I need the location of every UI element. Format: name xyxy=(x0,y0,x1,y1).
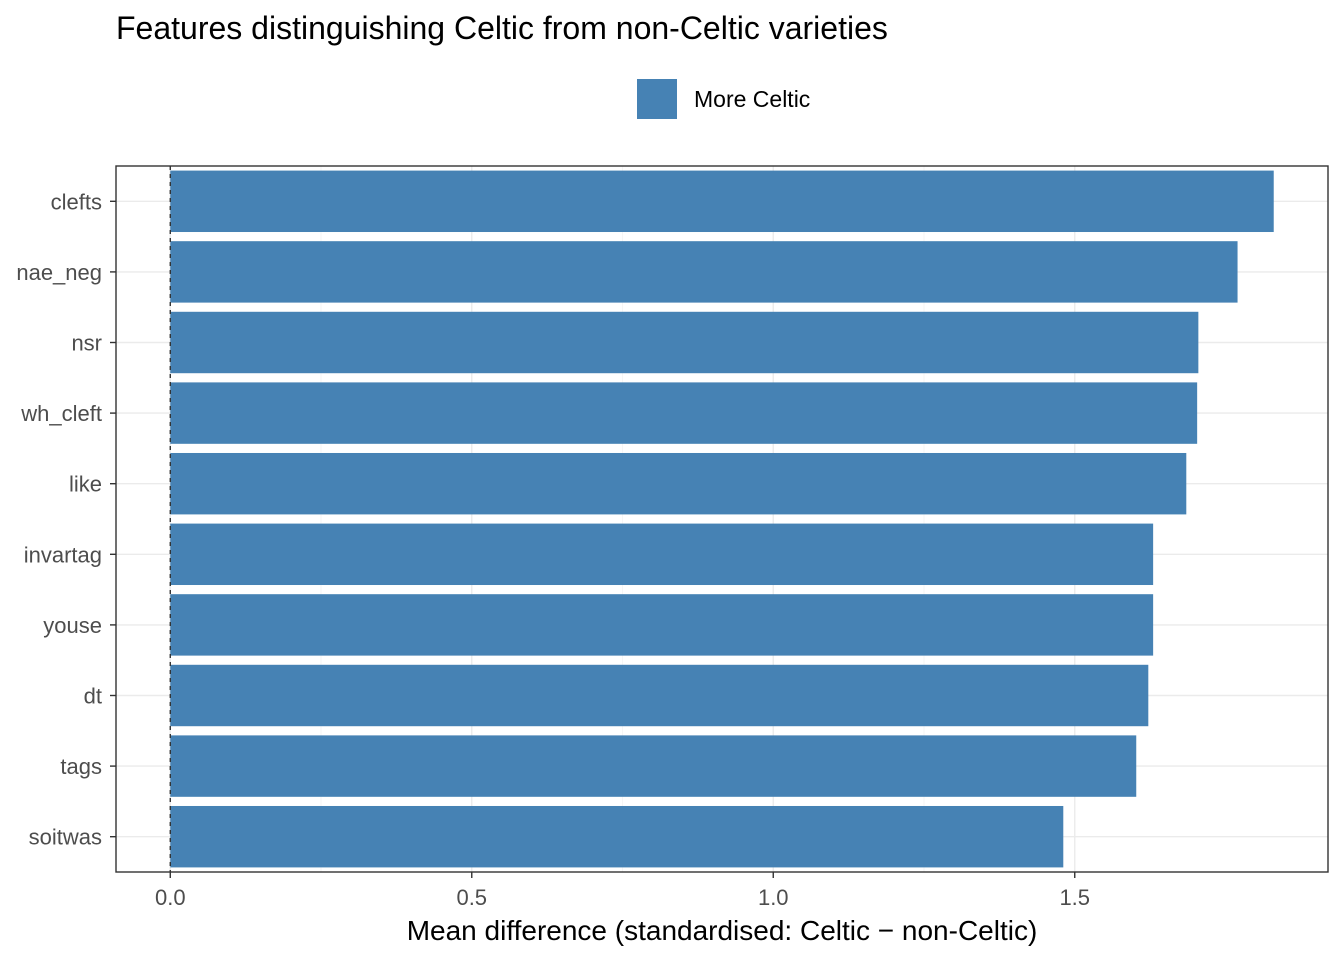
legend: More Celtic xyxy=(637,79,810,119)
y-tick-label: wh_cleft xyxy=(20,401,102,426)
legend-key xyxy=(637,79,677,119)
bar-soitwas xyxy=(170,805,1064,868)
y-tick-label: tags xyxy=(60,754,102,779)
x-axis-label: Mean difference (standardised: Celtic − … xyxy=(407,915,1038,946)
bar-invartag xyxy=(170,523,1154,586)
y-tick-label: dt xyxy=(84,684,102,709)
panel-border xyxy=(115,165,1329,873)
bar-nsr xyxy=(170,311,1199,374)
x-tick-label: 1.0 xyxy=(758,885,789,910)
y-tick-label: soitwas xyxy=(29,825,102,850)
x-tick-label: 1.5 xyxy=(1059,885,1090,910)
bar-like xyxy=(170,452,1187,515)
bar-clefts xyxy=(170,170,1274,233)
bar-youse xyxy=(170,594,1154,656)
y-tick-label: youse xyxy=(43,613,102,638)
y-tick-label: clefts xyxy=(51,189,102,214)
y-tick-label: invartag xyxy=(24,542,102,567)
y-tick-label: nae_neg xyxy=(16,260,102,285)
y-tick-label: like xyxy=(69,472,102,497)
bar-tags xyxy=(170,735,1137,797)
bar-dt xyxy=(170,664,1149,727)
legend-label: More Celtic xyxy=(694,85,811,112)
chart-title: Features distinguishing Celtic from non-… xyxy=(116,10,888,46)
y-tick-label: nsr xyxy=(71,331,102,356)
bar-wh_cleft xyxy=(170,382,1198,444)
bar-nae_neg xyxy=(170,241,1238,303)
x-tick-label: 0.0 xyxy=(155,885,186,910)
x-tick-label: 0.5 xyxy=(456,885,487,910)
